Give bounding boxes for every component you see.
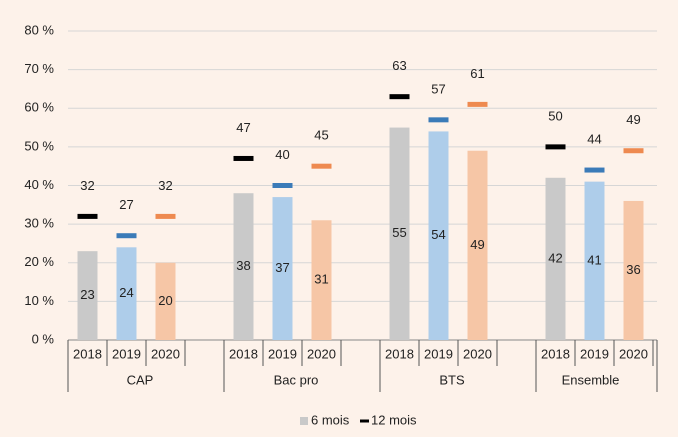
data-label: 37 [275,260,289,275]
marker [77,213,98,219]
y-tick-label: 70 % [24,61,54,76]
y-tick-label: 10 % [24,293,54,308]
bar [77,251,98,340]
marker [467,101,488,107]
y-tick-label: 30 % [24,216,54,231]
data-label: 32 [158,178,172,193]
legend-swatch [360,419,369,423]
data-label: 41 [587,252,601,267]
x-tick-label: 2018 [385,346,414,361]
legend-label: 6 mois [311,412,350,427]
data-label: 40 [275,147,289,162]
data-label: 42 [548,250,562,265]
bar [233,193,254,340]
x-tick-label: 2020 [151,346,180,361]
group-label: Ensemble [562,372,620,387]
data-label: 50 [548,108,562,123]
bar [584,181,605,340]
bar [311,220,332,340]
data-label: 23 [80,287,94,302]
group-label: CAP [127,372,154,387]
legend-label: 12 mois [371,412,417,427]
x-tick-label: 2020 [619,346,648,361]
data-label: 20 [158,293,172,308]
data-label: 63 [392,58,406,73]
data-label: 27 [119,197,133,212]
data-label: 57 [431,81,445,96]
data-label: 47 [236,120,250,135]
data-label: 32 [80,178,94,193]
x-tick-label: 2020 [463,346,492,361]
marker [623,148,644,154]
marker [389,94,410,100]
x-tick-label: 2018 [229,346,258,361]
x-tick-label: 2019 [268,346,297,361]
marker [155,213,176,219]
bar [389,127,410,340]
y-tick-label: 60 % [24,100,54,115]
bar [155,262,176,340]
data-label: 49 [470,237,484,252]
data-label: 44 [587,131,601,146]
marker [311,163,332,169]
bar [623,200,644,340]
group-label: BTS [439,372,465,387]
bar [545,177,566,340]
x-tick-label: 2018 [73,346,102,361]
y-tick-label: 80 % [24,22,54,37]
data-label: 54 [431,227,445,242]
data-label: 31 [314,272,328,287]
x-tick-label: 2019 [580,346,609,361]
y-tick-label: 0 % [32,331,55,346]
data-label: 38 [236,258,250,273]
x-tick-label: 2019 [424,346,453,361]
bar [272,197,293,340]
bar [428,131,449,340]
x-tick-label: 2019 [112,346,141,361]
bar [467,150,488,340]
legend-swatch [300,417,308,425]
data-label: 24 [119,285,133,300]
marker [272,183,293,188]
y-tick-label: 20 % [24,254,54,269]
data-label: 45 [314,128,328,143]
data-label: 49 [626,112,640,127]
data-label: 36 [626,262,640,277]
data-label: 55 [392,225,406,240]
marker [545,144,566,150]
x-tick-label: 2018 [541,346,570,361]
data-label: 61 [470,66,484,81]
marker [428,117,449,123]
marker [116,233,137,239]
y-tick-label: 40 % [24,177,54,192]
y-tick-label: 50 % [24,138,54,153]
bar [116,247,137,340]
marker [584,167,605,173]
x-tick-label: 2020 [307,346,336,361]
marker [233,155,254,161]
group-label: Bac pro [274,372,319,387]
